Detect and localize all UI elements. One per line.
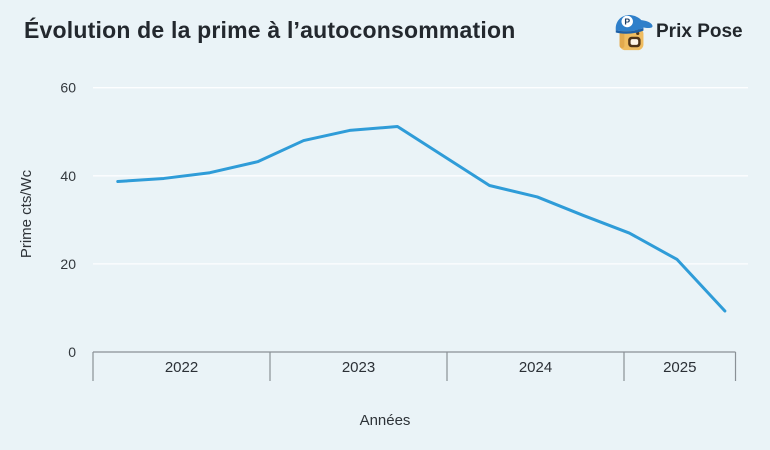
x-tick-label-2022: 2022 (165, 359, 198, 376)
mascot-badge-letter: P (624, 17, 630, 27)
y-tick-label: 20 (60, 256, 76, 272)
y-axis-title: Prime cts/Wc (18, 169, 35, 259)
y-tick-label: 60 (60, 80, 76, 96)
mascot-face-shadow (619, 31, 625, 49)
x-tick-label-2024: 2024 (519, 359, 552, 376)
mascot-cap-band (615, 28, 644, 34)
x-tick-label-2023: 2023 (342, 359, 375, 376)
y-tick-label: 40 (60, 168, 76, 184)
mascot-cap-badge (621, 15, 633, 28)
mascot-eye (636, 31, 640, 36)
page-title: Évolution de la prime à l’autoconsommati… (24, 17, 516, 43)
brand-name: Prix Pose (656, 21, 743, 42)
x-axis-title: Années (359, 412, 411, 429)
mascot-teeth (630, 39, 639, 45)
mascot-cap-brim (639, 20, 653, 28)
prix-pose-mascot-icon: P (615, 14, 653, 51)
x-tick-label-2025: 2025 (663, 359, 696, 376)
prime-series-line (116, 124, 727, 313)
y-tick-label: 0 (68, 344, 76, 360)
